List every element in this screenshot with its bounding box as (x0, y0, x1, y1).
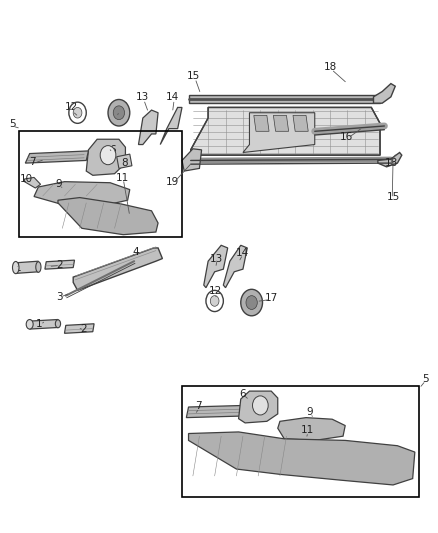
Text: 7: 7 (195, 401, 202, 411)
Text: 12: 12 (64, 102, 78, 112)
Polygon shape (374, 84, 395, 103)
Text: 19: 19 (166, 176, 179, 187)
Circle shape (210, 296, 219, 306)
Polygon shape (25, 151, 88, 163)
Polygon shape (188, 432, 415, 485)
Polygon shape (293, 115, 308, 131)
Text: 17: 17 (265, 293, 278, 303)
Polygon shape (278, 418, 345, 440)
Bar (19, 131, 182, 237)
Text: 15: 15 (187, 70, 200, 80)
Polygon shape (58, 198, 158, 235)
Polygon shape (30, 319, 58, 329)
Ellipse shape (26, 319, 33, 329)
Text: 2: 2 (56, 260, 63, 270)
Polygon shape (223, 245, 247, 288)
Circle shape (100, 146, 116, 165)
Ellipse shape (36, 262, 41, 272)
Polygon shape (73, 248, 162, 290)
Text: 12: 12 (209, 286, 222, 296)
Polygon shape (117, 154, 132, 168)
Polygon shape (186, 406, 245, 418)
Polygon shape (239, 391, 278, 423)
Circle shape (73, 108, 82, 118)
Circle shape (108, 100, 130, 126)
Text: 1: 1 (14, 263, 21, 273)
Polygon shape (378, 152, 402, 167)
Polygon shape (45, 260, 74, 269)
Text: 13: 13 (135, 92, 148, 102)
Text: 7: 7 (29, 157, 36, 167)
Text: 4: 4 (132, 247, 139, 257)
Text: 5: 5 (9, 119, 16, 130)
Text: 9: 9 (307, 407, 313, 417)
Polygon shape (138, 110, 158, 144)
Polygon shape (191, 108, 380, 155)
Text: 15: 15 (386, 191, 400, 201)
Polygon shape (273, 115, 289, 131)
Ellipse shape (13, 262, 19, 273)
Circle shape (241, 289, 262, 316)
Polygon shape (16, 261, 39, 273)
Text: 11: 11 (301, 425, 314, 435)
Polygon shape (160, 108, 182, 144)
Polygon shape (188, 95, 380, 103)
Text: 6: 6 (109, 145, 116, 155)
Polygon shape (34, 182, 130, 206)
Polygon shape (182, 149, 201, 171)
Circle shape (246, 296, 257, 310)
Text: 5: 5 (422, 375, 429, 384)
Ellipse shape (55, 320, 60, 328)
Polygon shape (254, 115, 269, 131)
Text: 16: 16 (340, 132, 353, 142)
Text: 10: 10 (20, 174, 33, 184)
Text: 3: 3 (56, 292, 63, 302)
Bar (182, 386, 419, 497)
Polygon shape (25, 177, 41, 188)
Circle shape (113, 106, 124, 119)
Text: 6: 6 (239, 389, 246, 399)
Circle shape (253, 396, 268, 415)
Polygon shape (204, 245, 228, 288)
Polygon shape (86, 139, 125, 175)
Polygon shape (64, 324, 94, 333)
Text: 11: 11 (116, 173, 129, 183)
Text: 14: 14 (166, 92, 180, 102)
Text: 18: 18 (385, 158, 398, 167)
Text: 13: 13 (210, 254, 223, 263)
Text: 9: 9 (56, 179, 62, 189)
Text: 2: 2 (80, 324, 87, 334)
Text: 14: 14 (236, 248, 249, 259)
Text: 17: 17 (114, 102, 128, 112)
Polygon shape (243, 113, 315, 152)
Text: 18: 18 (323, 62, 337, 71)
Text: 8: 8 (122, 158, 128, 167)
Text: 1: 1 (36, 319, 42, 329)
